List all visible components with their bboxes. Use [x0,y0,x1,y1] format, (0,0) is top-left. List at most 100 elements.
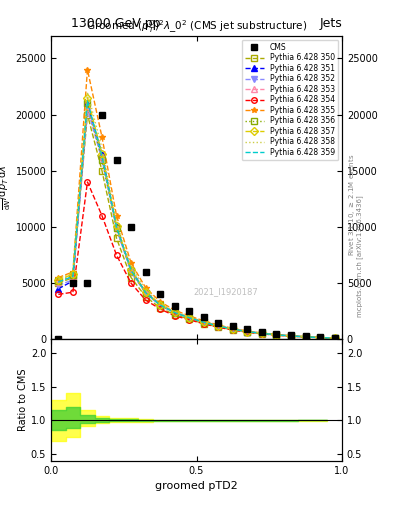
Pythia 6.428 356 [158,302,163,308]
Pythia 6.428 356 [187,315,192,321]
CMS [71,280,75,286]
Pythia 6.428 352 [318,334,323,340]
Pythia 6.428 357 [260,330,264,336]
Pythia 6.428 359 [303,334,308,340]
Pythia 6.428 355 [274,331,279,337]
Pythia 6.428 351 [303,334,308,340]
Line: Pythia 6.428 352: Pythia 6.428 352 [55,106,338,341]
CMS [143,269,148,275]
Pythia 6.428 359 [143,290,148,296]
Pythia 6.428 351 [260,330,264,336]
Pythia 6.428 356 [114,225,119,231]
Pythia 6.428 359 [71,273,75,280]
Pythia 6.428 352 [332,335,337,341]
Line: Pythia 6.428 357: Pythia 6.428 357 [55,95,338,341]
Pythia 6.428 358 [274,332,279,338]
Pythia 6.428 358 [114,218,119,224]
Pythia 6.428 355 [289,333,294,339]
Pythia 6.428 351 [71,278,75,284]
Pythia 6.428 352 [231,326,235,332]
Pythia 6.428 351 [289,333,294,339]
Pythia 6.428 351 [231,326,235,332]
Pythia 6.428 353 [216,323,221,329]
Pythia 6.428 356 [56,278,61,284]
Pythia 6.428 356 [274,332,279,338]
CMS [56,336,61,343]
Pythia 6.428 355 [202,318,206,324]
CMS [318,334,323,340]
Pythia 6.428 357 [289,333,294,339]
Pythia 6.428 354 [216,324,221,330]
Pythia 6.428 351 [173,309,177,315]
Pythia 6.428 354 [332,335,337,342]
Pythia 6.428 350 [318,335,323,341]
Pythia 6.428 358 [71,270,75,276]
Pythia 6.428 351 [100,151,105,157]
Pythia 6.428 357 [173,309,177,315]
Pythia 6.428 359 [231,326,235,332]
Pythia 6.428 356 [231,326,235,332]
Pythia 6.428 359 [216,323,221,329]
Pythia 6.428 352 [56,282,61,288]
Pythia 6.428 358 [56,275,61,282]
Pythia 6.428 356 [303,334,308,340]
Pythia 6.428 352 [245,329,250,335]
Pythia 6.428 358 [303,334,308,340]
Pythia 6.428 350 [245,329,250,335]
Pythia 6.428 353 [231,326,235,332]
Pythia 6.428 357 [71,271,75,278]
Pythia 6.428 358 [202,318,206,325]
Pythia 6.428 354 [231,327,235,333]
Pythia 6.428 351 [216,323,221,329]
Pythia 6.428 355 [260,330,264,336]
Pythia 6.428 356 [71,272,75,279]
Pythia 6.428 355 [85,67,90,73]
Pythia 6.428 356 [216,323,221,329]
Pythia 6.428 354 [71,289,75,295]
Pythia 6.428 356 [332,335,337,341]
Pythia 6.428 352 [187,315,192,321]
Pythia 6.428 352 [303,334,308,340]
Pythia 6.428 353 [71,273,75,280]
Pythia 6.428 357 [216,323,221,329]
Pythia 6.428 351 [332,335,337,341]
Pythia 6.428 355 [187,313,192,319]
Pythia 6.428 359 [173,309,177,315]
Pythia 6.428 355 [114,212,119,219]
Pythia 6.428 353 [260,330,264,336]
Pythia 6.428 358 [231,326,235,332]
Pythia 6.428 351 [129,267,134,273]
Pythia 6.428 353 [158,302,163,308]
Legend: CMS, Pythia 6.428 350, Pythia 6.428 351, Pythia 6.428 352, Pythia 6.428 353, Pyt: CMS, Pythia 6.428 350, Pythia 6.428 351,… [242,39,338,160]
Pythia 6.428 359 [114,224,119,230]
Pythia 6.428 350 [216,324,221,330]
Pythia 6.428 353 [56,279,61,285]
Pythia 6.428 355 [332,335,337,341]
Pythia 6.428 357 [100,151,105,157]
Pythia 6.428 356 [318,334,323,340]
Pythia 6.428 359 [158,302,163,308]
Pythia 6.428 357 [114,223,119,229]
Pythia 6.428 351 [56,286,61,292]
Pythia 6.428 357 [158,302,163,308]
Pythia 6.428 358 [289,333,294,339]
Title: Groomed $(p_T^D)^2\lambda\_0^2$ (CMS jet substructure): Groomed $(p_T^D)^2\lambda\_0^2$ (CMS jet… [86,18,307,35]
Pythia 6.428 357 [202,319,206,325]
CMS [100,112,105,118]
CMS [289,332,294,338]
Line: Pythia 6.428 353: Pythia 6.428 353 [55,103,338,341]
CMS [231,323,235,329]
Pythia 6.428 350 [202,321,206,327]
Pythia 6.428 350 [332,335,337,342]
Pythia 6.428 356 [143,290,148,296]
Pythia 6.428 352 [143,290,148,296]
Pythia 6.428 354 [289,333,294,339]
Pythia 6.428 355 [245,328,250,334]
Pythia 6.428 350 [158,305,163,311]
Pythia 6.428 351 [202,319,206,325]
Pythia 6.428 359 [318,334,323,340]
Pythia 6.428 353 [274,332,279,338]
Pythia 6.428 350 [143,293,148,300]
Pythia 6.428 353 [245,329,250,335]
Y-axis label: Ratio to CMS: Ratio to CMS [18,369,28,431]
